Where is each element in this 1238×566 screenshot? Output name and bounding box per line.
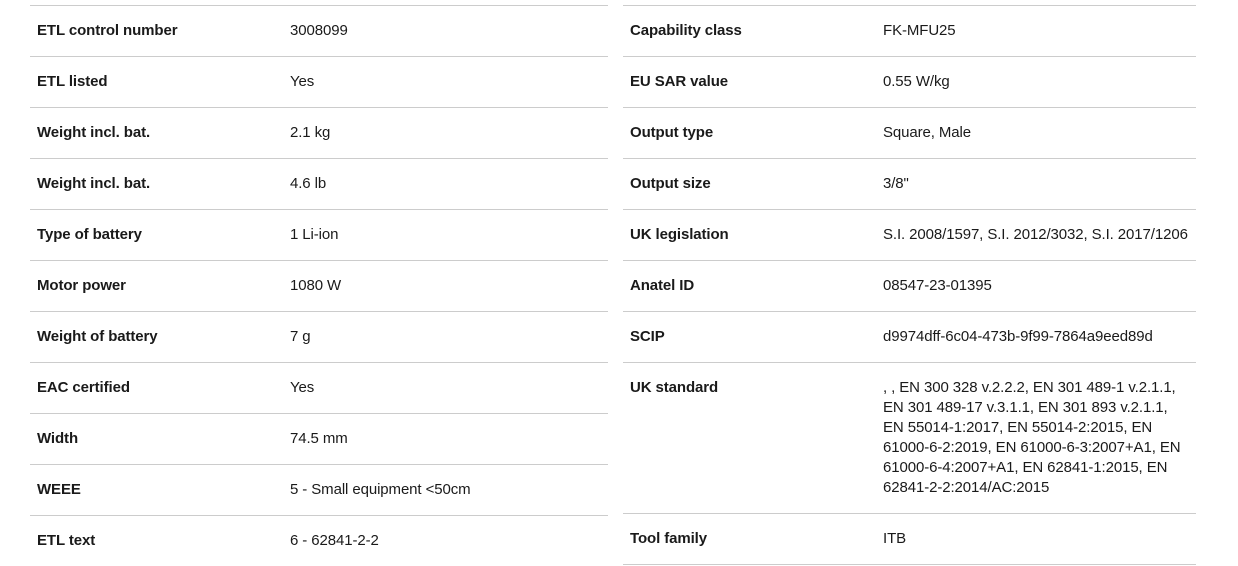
spec-value: ITB	[883, 530, 907, 547]
spec-label: ETL control number	[37, 22, 178, 39]
table-row: UK legislation S.I. 2008/1597, S.I. 2012…	[623, 209, 1196, 260]
table-row: Type of battery 1 Li-ion	[30, 209, 608, 260]
spec-label: Weight incl. bat.	[37, 175, 151, 192]
spec-value: , , EN 300 328 v.2.2.2, EN 301 489-1 v.2…	[883, 379, 1181, 496]
table-row: Motor power 1080 W	[30, 260, 608, 311]
spec-label: ETL text	[37, 532, 96, 549]
spec-table-right-column: Capability class FK-MFU25 EU SAR value 0…	[623, 5, 1196, 565]
spec-value: 3008099	[290, 22, 348, 39]
spec-value: 74.5 mm	[290, 430, 348, 447]
spec-value: 0.55 W/kg	[883, 73, 950, 90]
table-row: SCIP d9974dff-6c04-473b-9f99-7864a9eed89…	[623, 311, 1196, 362]
spec-value: 2.1 kg	[290, 124, 331, 141]
table-row: Weight of battery 7 g	[30, 311, 608, 362]
spec-value: 7 g	[290, 328, 311, 345]
spec-value: 5 - Small equipment <50cm	[290, 481, 471, 498]
spec-value: d9974dff-6c04-473b-9f99-7864a9eed89d	[883, 328, 1153, 345]
table-row: Capability class FK-MFU25	[623, 5, 1196, 56]
spec-label: EU SAR value	[630, 73, 728, 90]
table-row: ETL control number 3008099	[30, 5, 608, 56]
spec-label: Type of battery	[37, 226, 142, 243]
spec-value: 6 - 62841-2-2	[290, 532, 379, 549]
spec-value: 3/8"	[883, 175, 909, 192]
spec-label: Weight of battery	[37, 328, 158, 345]
spec-label: WEEE	[37, 481, 81, 498]
table-row: Weight incl. bat. 2.1 kg	[30, 107, 608, 158]
spec-label: Motor power	[37, 277, 126, 294]
table-row: EAC certified Yes	[30, 362, 608, 413]
table-row: ETL listed Yes	[30, 56, 608, 107]
spec-label: Tool family	[630, 530, 707, 547]
table-row: Anatel ID 08547-23-01395	[623, 260, 1196, 311]
spec-value: 08547-23-01395	[883, 277, 992, 294]
spec-label: SCIP	[630, 328, 665, 345]
spec-value: Yes	[290, 379, 315, 396]
table-row: UK standard , , EN 300 328 v.2.2.2, EN 3…	[623, 362, 1196, 513]
spec-label: EAC certified	[37, 379, 130, 396]
table-row: Output size 3/8"	[623, 158, 1196, 209]
table-row: EU SAR value 0.55 W/kg	[623, 56, 1196, 107]
spec-label: UK legislation	[630, 226, 729, 243]
spec-label: Weight incl. bat.	[37, 124, 151, 141]
spec-value: FK-MFU25	[883, 22, 956, 39]
spec-label: ETL listed	[37, 73, 108, 90]
spec-label: Anatel ID	[630, 277, 695, 294]
spec-value: 4.6 lb	[290, 175, 327, 192]
table-row: Output type Square, Male	[623, 107, 1196, 158]
spec-label: Output size	[630, 175, 711, 192]
spec-value: S.I. 2008/1597, S.I. 2012/3032, S.I. 201…	[883, 226, 1188, 243]
spec-value: Yes	[290, 73, 315, 90]
spec-label: Output type	[630, 124, 714, 141]
table-row: Weight incl. bat. 4.6 lb	[30, 158, 608, 209]
table-row: ETL text 6 - 62841-2-2	[30, 515, 608, 566]
table-row: Width 74.5 mm	[30, 413, 608, 464]
table-row: WEEE 5 - Small equipment <50cm	[30, 464, 608, 515]
spec-label: Width	[37, 430, 79, 447]
spec-label: UK standard	[630, 379, 719, 396]
table-row: Tool family ITB	[623, 513, 1196, 565]
spec-table-left-column: ETL control number 3008099 ETL listed Ye…	[30, 5, 608, 566]
spec-value: 1080 W	[290, 277, 342, 294]
spec-label: Capability class	[630, 22, 742, 39]
spec-value: 1 Li-ion	[290, 226, 339, 243]
spec-value: Square, Male	[883, 124, 972, 141]
